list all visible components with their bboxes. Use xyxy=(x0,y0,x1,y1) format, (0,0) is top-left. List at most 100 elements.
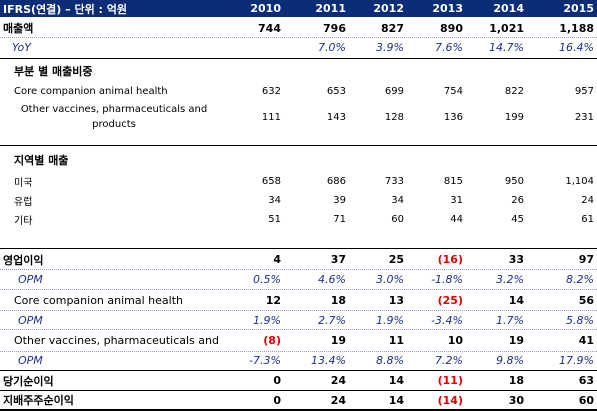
core-op-opm-row-value-5: 5.8% xyxy=(566,313,594,327)
op-income-opm-row-label: OPM xyxy=(18,273,43,286)
region-row-us-value-0: 658 xyxy=(261,176,281,187)
net-income-row-value-1: 24 xyxy=(330,374,346,387)
header-row: IFRS(연결) – 단위 : 억원 2010 2011 2012 2013 2014 20… xyxy=(0,0,597,17)
region-row-us-value-5: 1,104 xyxy=(565,176,594,187)
core-op-row-value-3: (25) xyxy=(437,293,463,307)
row-divider xyxy=(0,351,597,352)
row-divider xyxy=(0,390,597,391)
segment-row-core-value-2: 699 xyxy=(384,85,404,97)
net-income-row-value-4: 18 xyxy=(508,374,524,387)
net-income-row-value-0: 0 xyxy=(273,374,281,387)
core-op-row-value-2: 13 xyxy=(388,293,404,307)
controlling-income-row-value-0: 0 xyxy=(273,393,281,407)
core-op-opm-row-label: OPM xyxy=(18,313,43,327)
segment-row-other-value-5: 231 xyxy=(574,111,594,123)
row-divider xyxy=(0,329,597,330)
header-row-value-5: 2015 xyxy=(563,2,594,15)
other-op-row-value-5: 41 xyxy=(578,334,594,347)
other-op-opm-row-value-4: 9.8% xyxy=(496,354,524,367)
controlling-income-row-value-1: 24 xyxy=(330,393,346,407)
header-row-value-3: 2013 xyxy=(432,2,463,15)
header-row-value-0: 2010 xyxy=(250,2,281,15)
core-op-opm-row-value-0: 1.9% xyxy=(253,313,281,327)
sales-yoy-row-value-2: 3.9% xyxy=(376,40,404,54)
core-op-row-value-4: 14 xyxy=(508,293,524,307)
segment-row-other-value-3: 136 xyxy=(443,111,463,123)
controlling-income-row-value-2: 14 xyxy=(388,393,404,407)
row-divider xyxy=(0,269,597,270)
core-op-opm-row-value-4: 1.7% xyxy=(496,313,524,327)
row-divider xyxy=(0,248,597,249)
other-op-opm-row-value-2: 8.8% xyxy=(376,354,404,367)
segment-row-core-label: Core companion animal health xyxy=(14,85,168,97)
row-divider xyxy=(0,289,597,290)
region-row-eu-value-5: 24 xyxy=(581,195,594,206)
region-row-us-value-2: 733 xyxy=(384,176,404,187)
op-income-opm-row: OPM 0.5% 4.6% 3.0% -1.8% 3.2% 8.2% xyxy=(0,270,597,289)
net-income-row-value-2: 14 xyxy=(388,374,404,387)
segment-row-other-value-0: 111 xyxy=(261,111,281,123)
region-row-etc-value-1: 71 xyxy=(333,214,346,225)
net-income-row-value-5: 63 xyxy=(578,374,594,387)
region-row-etc-value-0: 51 xyxy=(268,214,281,225)
net-income-row-label: 당기순이익 xyxy=(3,374,54,388)
row-divider xyxy=(0,145,597,146)
region-title-row: 지역별 매출 xyxy=(0,148,597,172)
core-op-row-value-0: 12 xyxy=(265,293,281,307)
sales-row-value-5: 1,188 xyxy=(559,21,594,35)
other-op-row: Other vaccines, pharmaceuticals and (8) 19… xyxy=(0,330,597,351)
other-op-opm-row-value-1: 13.4% xyxy=(311,354,346,367)
other-op-opm-row-value-5: 17.9% xyxy=(559,354,594,367)
sales-row: 매출액 744 796 827 890 1,021 1,188 xyxy=(0,19,597,37)
sales-row-value-1: 796 xyxy=(323,21,346,35)
op-income-row-value-0: 4 xyxy=(273,253,281,266)
region-row-eu-value-1: 39 xyxy=(333,195,346,206)
core-op-opm-row-value-1: 2.7% xyxy=(318,313,346,327)
sales-yoy-row-value-5: 16.4% xyxy=(559,40,594,54)
other-op-opm-row-value-0: -7.3% xyxy=(249,354,281,367)
sales-row-value-4: 1,021 xyxy=(489,21,524,35)
segment-row-core-value-0: 632 xyxy=(261,85,281,97)
region-row-us-value-1: 686 xyxy=(326,176,346,187)
segment-title-row-label: 부분 별 매출비중 xyxy=(14,65,93,78)
sales-yoy-row-value-4: 14.7% xyxy=(489,40,524,54)
header-row-value-4: 2014 xyxy=(493,2,524,15)
op-income-opm-row-value-0: 0.5% xyxy=(253,273,281,286)
other-op-row-value-4: 19 xyxy=(508,334,524,347)
op-income-row-value-2: 25 xyxy=(388,253,404,266)
region-row-eu: 유럽 34 39 34 31 26 24 xyxy=(0,191,597,210)
controlling-income-row-value-4: 30 xyxy=(508,393,524,407)
label-line: products xyxy=(92,119,136,130)
core-op-row: Core companion animal health 12 18 13 (25) 14… xyxy=(0,290,597,310)
other-op-opm-row: OPM -7.3% 13.4% 8.8% 7.2% 9.8% 17.9% xyxy=(0,352,597,369)
header-row-label: IFRS(연결) – 단위 : 억원 xyxy=(3,2,127,16)
op-income-row: 영업이익 4 37 25 (16) 33 97 xyxy=(0,250,597,269)
sales-row-value-2: 827 xyxy=(381,21,404,35)
op-income-row-label: 영업이익 xyxy=(3,253,44,267)
segment-row-other-value-4: 199 xyxy=(504,111,524,123)
core-op-row-value-1: 18 xyxy=(330,293,346,307)
region-row-eu-label: 유럽 xyxy=(14,197,33,208)
core-op-opm-row-value-2: 1.9% xyxy=(376,313,404,327)
core-op-row-value-5: 56 xyxy=(578,293,594,307)
row-divider xyxy=(0,310,597,311)
core-op-opm-row: OPM 1.9% 2.7% 1.9% -3.4% 1.7% 5.8% xyxy=(0,311,597,329)
sales-yoy-row-value-1: 7.0% xyxy=(318,40,346,54)
net-income-row: 당기순이익 0 24 14 (11) 18 63 xyxy=(0,371,597,390)
controlling-income-row-value-5: 60 xyxy=(578,393,594,407)
op-income-opm-row-value-5: 8.2% xyxy=(566,273,594,286)
region-row-etc-value-4: 45 xyxy=(511,214,524,225)
other-op-row-value-0: (8) xyxy=(263,334,281,347)
other-op-opm-row-label: OPM xyxy=(18,354,43,367)
other-op-opm-row-value-3: 7.2% xyxy=(435,354,463,367)
other-op-row-label: Other vaccines, pharmaceuticals and xyxy=(14,334,219,347)
op-income-opm-row-value-1: 4.6% xyxy=(318,273,346,286)
header-row-value-1: 2011 xyxy=(315,2,346,15)
op-income-row-value-3: (16) xyxy=(437,253,463,266)
segment-row-other-value-2: 128 xyxy=(384,111,404,123)
region-title-row-label: 지역별 매출 xyxy=(14,154,69,167)
region-row-us-value-4: 950 xyxy=(504,176,524,187)
segment-title-row: 부분 별 매출비중 xyxy=(0,60,597,82)
other-op-row-value-2: 11 xyxy=(388,334,404,347)
